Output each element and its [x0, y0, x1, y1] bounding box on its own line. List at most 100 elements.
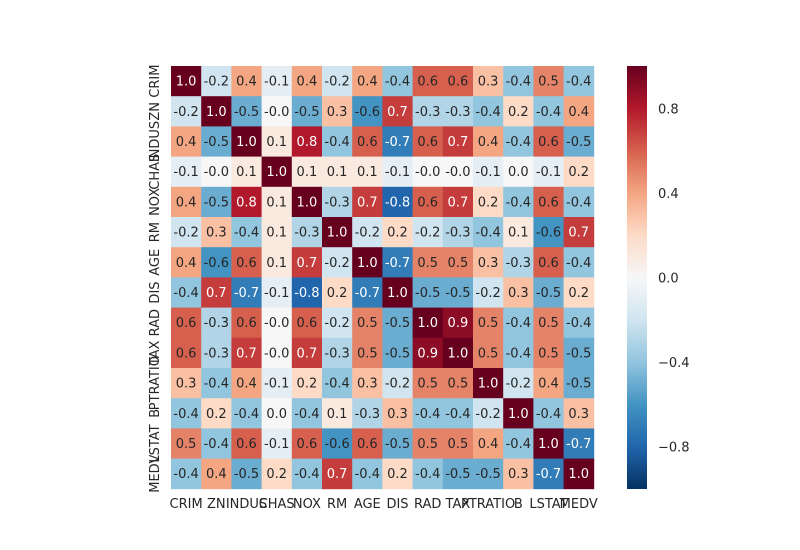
- x-tick-age: AGE: [354, 497, 381, 512]
- heatmap-cell-rm-chas: [261, 217, 293, 248]
- heatmap-cell-ptratio-rad: [412, 368, 444, 399]
- heatmap-cell-chas-age: [352, 156, 383, 188]
- heatmap-cell-rm-nox: [291, 217, 323, 248]
- heatmap-cell-value: 0.7: [327, 467, 348, 482]
- heatmap-cell-zn-rm: [322, 96, 353, 127]
- heatmap-cell-value: 0.5: [538, 346, 559, 361]
- heatmap-cell-chas-crim: [171, 156, 202, 188]
- heatmap-cell-value: 0.7: [387, 105, 408, 120]
- heatmap-cell-value: 0.7: [206, 286, 227, 301]
- heatmap-cell-crim-age: [352, 66, 383, 97]
- heatmap-cell-value: 1.0: [327, 226, 348, 241]
- heatmap-cell-value: 0.7: [357, 195, 378, 210]
- heatmap-cell-value: -0.3: [294, 226, 319, 241]
- heatmap-cell-rm-zn: [201, 217, 232, 248]
- heatmap-cell-value: 0.5: [357, 346, 378, 361]
- heatmap-cell-value: 0.3: [387, 407, 408, 422]
- heatmap-cell-lstat-crim: [171, 428, 202, 459]
- heatmap-cell-chas-rad: [412, 156, 444, 188]
- heatmap-cell-medv-b: [503, 458, 534, 490]
- heatmap-cell-value: 0.1: [357, 165, 378, 180]
- colorbar-ticks: 0.8 0.4 0.0 −0.4 −0.8: [658, 102, 690, 455]
- heatmap-cell-value: -0.1: [264, 377, 289, 392]
- y-tick-zn: ZN: [148, 102, 163, 121]
- heatmap-cell-tax-rm: [322, 337, 353, 369]
- heatmap-cell-value: -0.3: [204, 316, 229, 331]
- x-tick-rad: RAD: [414, 497, 441, 512]
- heatmap-cell-value: 1.0: [387, 286, 408, 301]
- heatmap-cell-value: 1.0: [478, 377, 499, 392]
- heatmap-cell-chas-b: [503, 156, 534, 188]
- heatmap-cell-value: -0.4: [173, 407, 198, 422]
- heatmap-cell-lstat-b: [503, 428, 534, 459]
- heatmap-cell-indus-crim: [171, 126, 202, 157]
- heatmap-cell-ptratio-nox: [291, 368, 323, 399]
- heatmap-cell-age-medv: [563, 247, 595, 278]
- heatmap-cell-value: 0.3: [508, 467, 529, 482]
- heatmap-cell-rad-tax: [442, 307, 474, 339]
- heatmap-cell-nox-rm: [322, 186, 353, 218]
- heatmap-cell-value: -0.0: [415, 165, 440, 180]
- x-tick-b: B: [514, 497, 523, 512]
- heatmap-cell-rm-medv: [563, 217, 595, 248]
- x-tick-medv: MEDV: [560, 497, 598, 512]
- heatmap-cell-ptratio-b: [503, 368, 534, 399]
- heatmap-cell-crim-nox: [291, 66, 323, 97]
- heatmap-cell-chas-rm: [322, 156, 353, 188]
- heatmap-cell-zn-medv: [563, 96, 595, 127]
- heatmap-cell-crim-zn: [201, 66, 232, 97]
- heatmap-cell-chas-indus: [231, 156, 262, 188]
- heatmap-cell-age-dis: [382, 247, 413, 278]
- heatmap-cell-value: -0.4: [445, 407, 470, 422]
- heatmap-cell-lstat-zn: [201, 428, 232, 459]
- heatmap-cell-value: 0.5: [448, 256, 469, 271]
- heatmap-cell-value: 0.5: [417, 377, 438, 392]
- heatmap-cell-ptratio-tax: [442, 368, 474, 399]
- heatmap-cell-dis-lstat: [533, 277, 564, 308]
- heatmap-cell-medv-nox: [291, 458, 323, 490]
- heatmap-cells: 1.0 -0.2 0.4 -0.1 0.4 -0.2 0.4 -0.4 0.6 0.6 0.3 -0.…: [171, 66, 595, 490]
- heatmap-cell-rad-ptratio: [473, 307, 504, 339]
- heatmap-cell-value: -0.3: [445, 105, 470, 120]
- heatmap-cell-value: 0.7: [297, 346, 318, 361]
- heatmap-cell-value: 0.3: [357, 377, 378, 392]
- y-tick-crim: CRIM: [148, 65, 163, 98]
- heatmap-cell-medv-crim: [171, 458, 202, 490]
- heatmap-cell-value: 0.6: [236, 437, 257, 452]
- heatmap-cell-nox-lstat: [533, 186, 564, 218]
- heatmap-cell-nox-crim: [171, 186, 202, 218]
- heatmap-cell-value: -0.0: [264, 105, 289, 120]
- heatmap-cell-nox-age: [352, 186, 383, 218]
- colorbar-tick-label: −0.8: [658, 441, 690, 456]
- heatmap-cell-b-b: [503, 398, 534, 429]
- heatmap-cell-indus-chas: [261, 126, 293, 157]
- heatmap-cell-value: -0.4: [234, 407, 259, 422]
- heatmap-cell-zn-nox: [291, 96, 323, 127]
- heatmap-cell-ptratio-indus: [231, 368, 262, 399]
- heatmap-cell-value: 0.2: [206, 407, 227, 422]
- heatmap-cell-value: -0.4: [294, 467, 319, 482]
- heatmap-cell-value: 0.2: [568, 286, 589, 301]
- heatmap-cell-dis-age: [352, 277, 383, 308]
- heatmap-cell-value: -0.5: [204, 135, 229, 150]
- heatmap-cell-value: -0.4: [385, 75, 410, 90]
- heatmap-cell-value: -0.5: [385, 346, 410, 361]
- x-tick-crim: CRIM: [170, 497, 203, 512]
- heatmap-cell-value: 0.2: [478, 195, 499, 210]
- heatmap-cell-value: -0.4: [536, 105, 561, 120]
- heatmap-cell-chas-chas: [261, 156, 293, 188]
- heatmap-cell-indus-medv: [563, 126, 595, 157]
- heatmap-cell-value: -0.4: [506, 195, 531, 210]
- heatmap-cell-value: 0.3: [206, 226, 227, 241]
- heatmap-cell-age-indus: [231, 247, 262, 278]
- heatmap-cell-dis-ptratio: [473, 277, 504, 308]
- heatmap-cell-indus-indus: [231, 126, 262, 157]
- heatmap-cell-indus-tax: [442, 126, 474, 157]
- heatmap-cell-ptratio-age: [352, 368, 383, 399]
- y-tick-rm: RM: [148, 222, 163, 242]
- heatmap-cell-lstat-rad: [412, 428, 444, 459]
- heatmap-cell-value: -0.2: [204, 75, 229, 90]
- y-tick-age: AGE: [148, 249, 163, 276]
- heatmap-cell-value: 0.4: [176, 256, 197, 271]
